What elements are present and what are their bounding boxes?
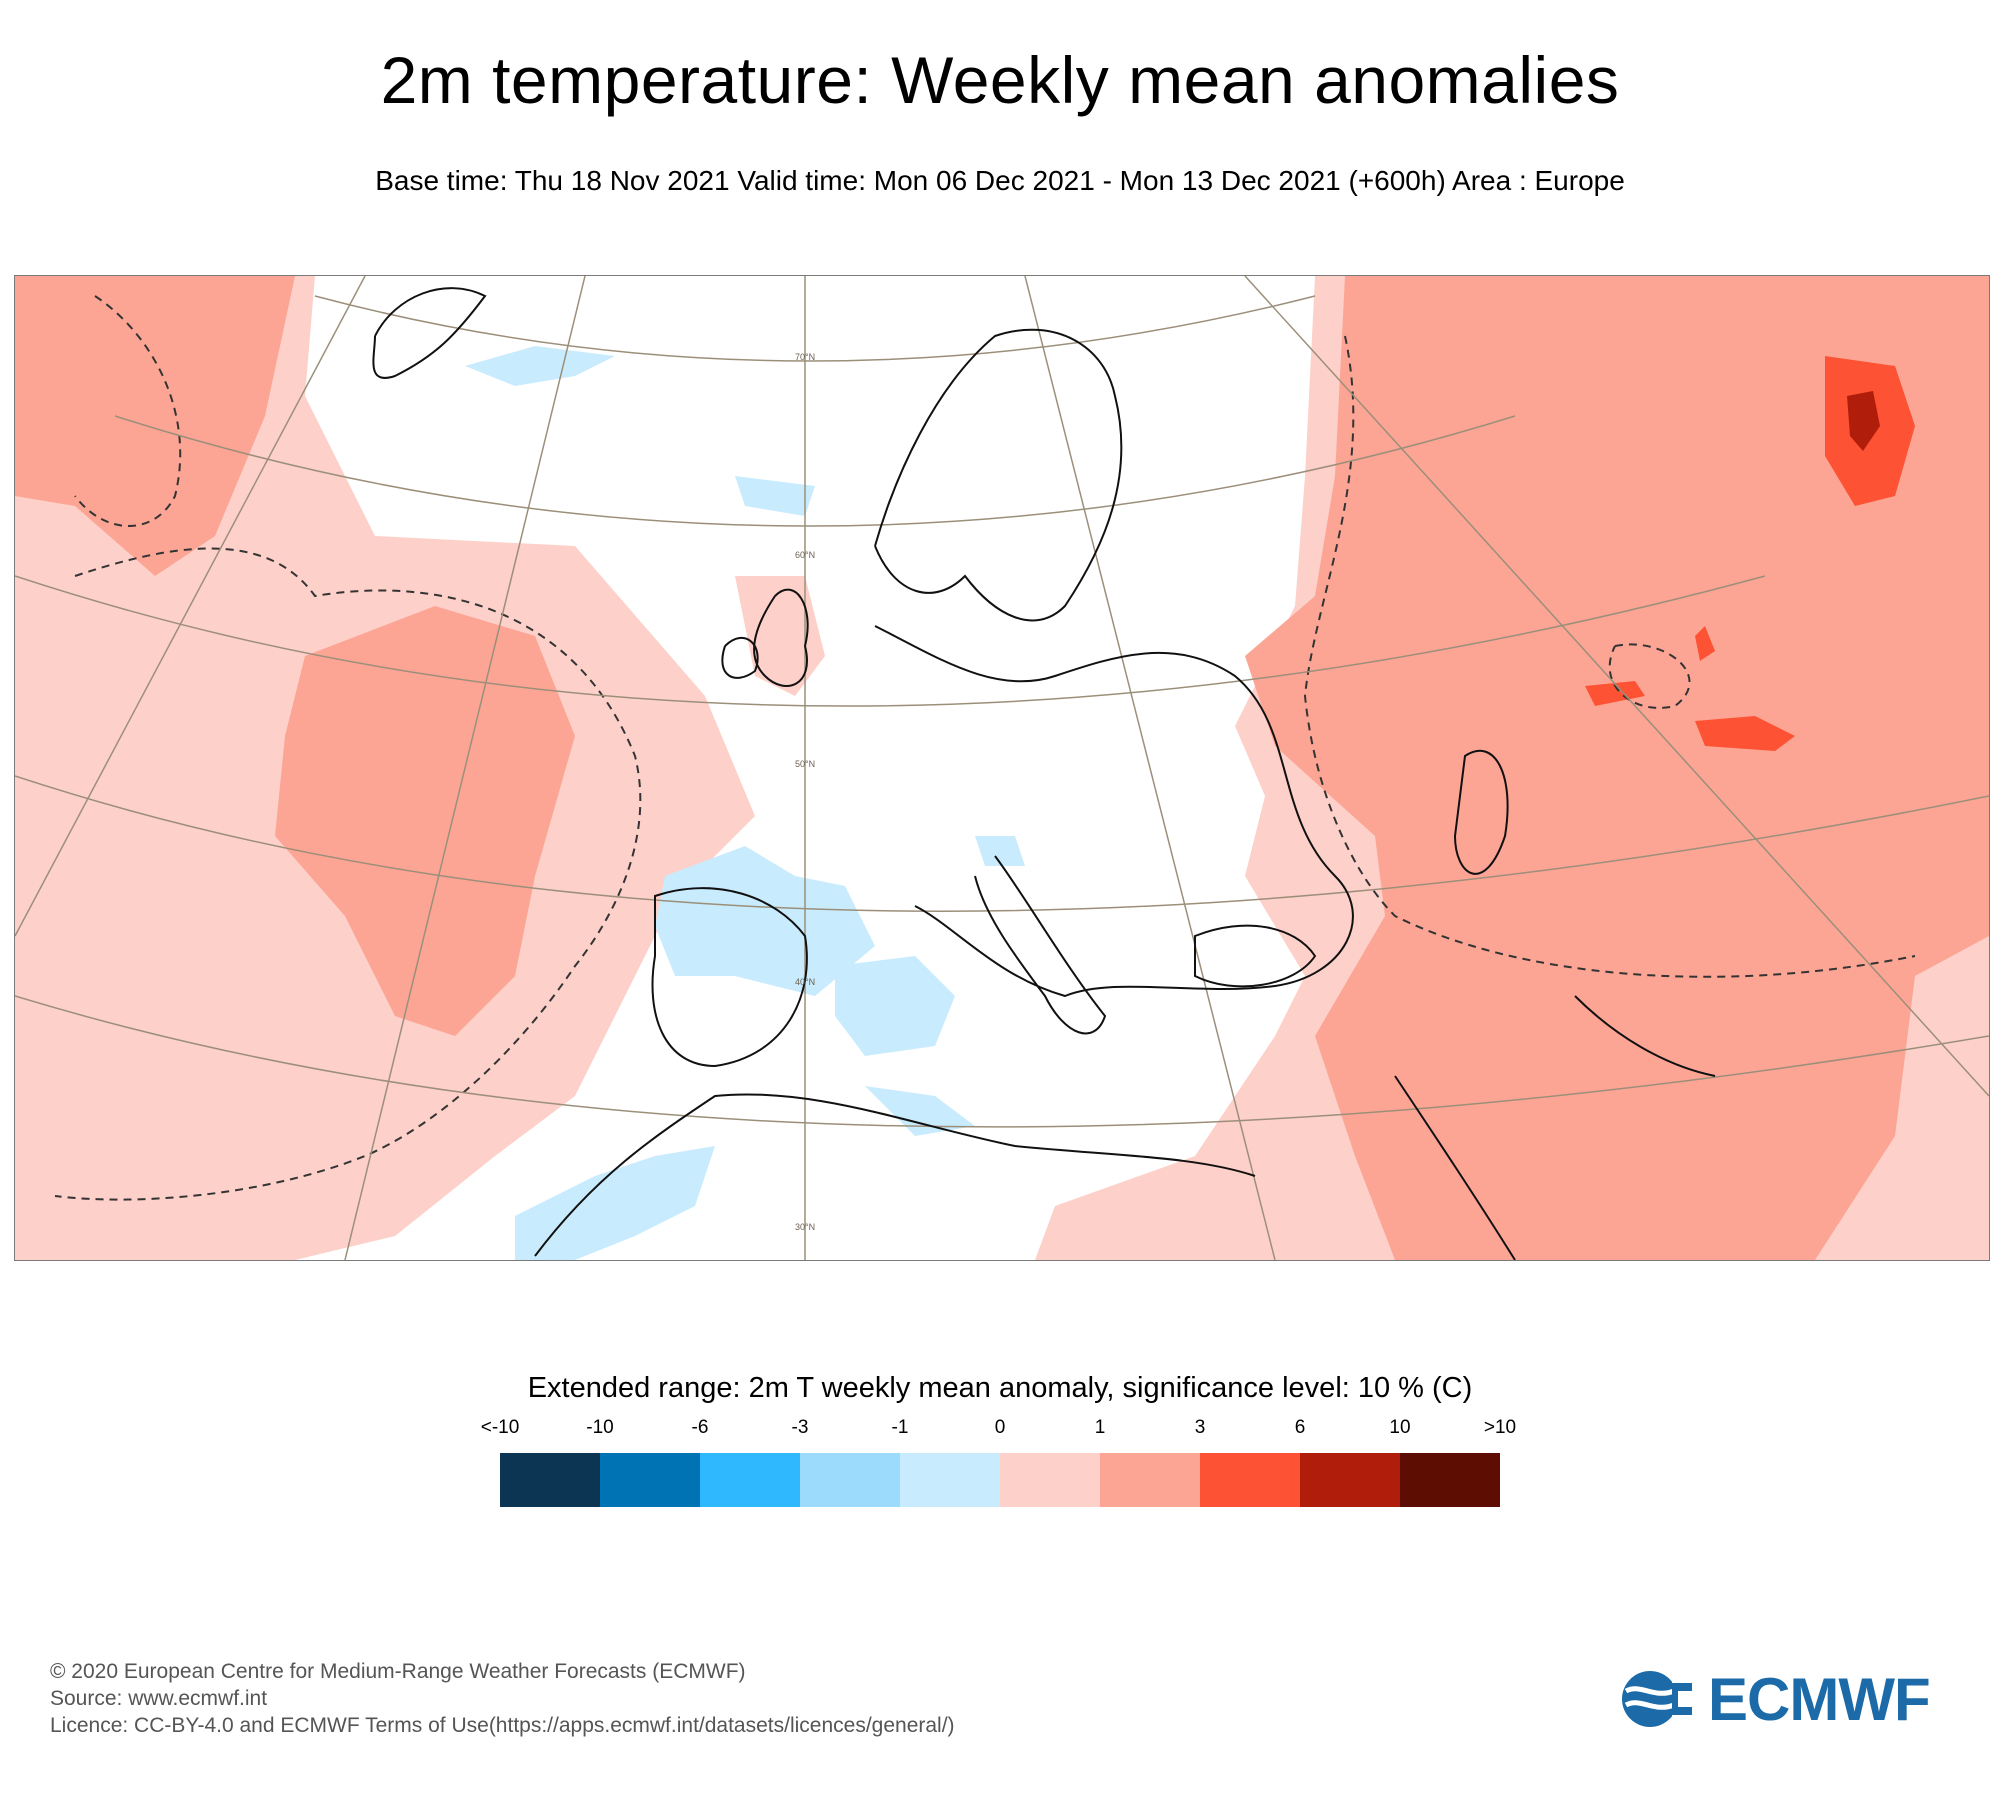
legend-ticks: <-10 -10 -6 -3 -1 0 1 3 6 10 >10: [481, 1417, 1516, 1443]
warm-area-uk: [735, 576, 825, 696]
latitude-label-50: 50°N: [795, 759, 815, 769]
legend-tick: 6: [1294, 1417, 1306, 1438]
legend-swatch: [900, 1453, 1000, 1507]
latitude-label-30: 30°N: [795, 1222, 815, 1232]
legend-tick: -6: [691, 1417, 709, 1438]
significance-contour-greenland: [74, 295, 182, 527]
legend-swatch: [600, 1453, 700, 1507]
cool-area-adriatic: [975, 836, 1025, 866]
ecmwf-logo: ECMWF: [1620, 1666, 1931, 1733]
cool-area-greenland-sea: [465, 346, 615, 386]
page-subtitle: Base time: Thu 18 Nov 2021 Valid time: M…: [375, 165, 1625, 196]
color-legend: <-10 -10 -6 -3 -1 0 1 3 6 10 >10: [481, 1417, 1516, 1507]
map-canvas: 70°N 60°N 50°N 40°N 30°N: [15, 276, 1989, 1260]
coastline-uk: [753, 588, 809, 687]
warm-core-greenland: [15, 276, 295, 576]
footer-credits: © 2020 European Centre for Medium-Range …: [50, 1658, 955, 1739]
cool-area-iberia: [655, 846, 875, 996]
warm-core-russia: [1245, 276, 1989, 1260]
legend-swatch: [1000, 1453, 1100, 1507]
coastline-scandinavia: [874, 328, 1123, 622]
ecmwf-logo-text: ECMWF: [1708, 1665, 1931, 1733]
legend-tick: >10: [1483, 1417, 1517, 1438]
latitude-line-50: [15, 575, 1766, 707]
legend-tick: 0: [994, 1417, 1006, 1438]
legend-tick: 10: [1389, 1417, 1411, 1438]
legend-tick: 1: [1094, 1417, 1106, 1438]
cool-area-mediterranean: [835, 956, 955, 1056]
footer-source: Source: www.ecmwf.int: [50, 1687, 268, 1710]
latitude-line-30: [15, 995, 1989, 1128]
anomaly-map: 70°N 60°N 50°N 40°N 30°N: [14, 275, 1990, 1261]
cool-anomaly-areas: [465, 346, 1025, 1260]
legend-title: Extended range: 2m T weekly mean anomaly…: [527, 1372, 1473, 1404]
legend-swatch: [800, 1453, 900, 1507]
legend-swatch: [500, 1453, 600, 1507]
coastline-iberia: [651, 887, 808, 1068]
coastline-black-sea: [1194, 924, 1317, 988]
cool-area-morocco: [515, 1146, 715, 1260]
legend-tick: -10: [586, 1417, 614, 1438]
latitude-label-70: 70°N: [795, 352, 815, 362]
meridian-west-20: [344, 276, 586, 1260]
page-title: 2m temperature: Weekly mean anomalies: [380, 43, 1620, 117]
latitude-label-40: 40°N: [795, 977, 815, 987]
footer-copyright: © 2020 European Centre for Medium-Range …: [50, 1660, 746, 1683]
latitude-line-40: [15, 775, 1989, 912]
warm-hotspot-caspian: [1585, 681, 1645, 706]
cool-area-algeria: [865, 1086, 975, 1136]
cool-area-iceland: [735, 476, 815, 516]
latitude-labels: 70°N 60°N 50°N 40°N 30°N: [795, 352, 815, 1232]
meridian-west-40: [15, 276, 366, 937]
ecmwf-logo-icon: [1622, 1671, 1698, 1727]
legend-tick: <-10: [480, 1417, 520, 1438]
coastline-europe: [874, 625, 1354, 998]
warm-anomaly-medium-areas: [15, 276, 1989, 1260]
meridian-east-40: [1244, 276, 1989, 1097]
legend-swatch: [1200, 1453, 1300, 1507]
warm-hotspot-core: [1847, 391, 1880, 451]
legend-swatch: [1300, 1453, 1400, 1507]
legend-tick: 3: [1194, 1417, 1206, 1438]
legend-swatch: [700, 1453, 800, 1507]
warm-anomaly-strong-areas: [1585, 356, 1915, 751]
warm-core-mid-atlantic: [275, 606, 575, 1036]
coastline-north-africa: [534, 1093, 1256, 1257]
coastline-italy: [974, 855, 1107, 1035]
warm-hotspot-aral: [1695, 626, 1715, 661]
legend-tick: -3: [791, 1417, 809, 1438]
legend-tick: -1: [891, 1417, 909, 1438]
warm-hotspot-kazakhstan: [1695, 716, 1795, 751]
legend-swatch: [1400, 1453, 1500, 1507]
meridian-east-20: [1024, 276, 1276, 1260]
latitude-line-60: [114, 415, 1516, 527]
coastline-red-sea: [1394, 1075, 1516, 1260]
significance-contour-east: [1303, 335, 1916, 978]
latitude-label-60: 60°N: [795, 550, 815, 560]
coastline-greenland: [372, 287, 487, 379]
legend-color-bar: [500, 1453, 1500, 1507]
coastline-caspian: [1453, 749, 1509, 875]
significance-contours: [54, 295, 1916, 1201]
significance-contour-atlantic: [54, 547, 642, 1201]
coastline-ireland: [721, 636, 759, 679]
legend-swatch: [1100, 1453, 1200, 1507]
coastline-persian-gulf: [1574, 995, 1716, 1077]
coastlines: [372, 287, 1716, 1260]
footer-licence: Licence: CC-BY-4.0 and ECMWF Terms of Us…: [50, 1714, 955, 1737]
warm-area-north-africa: [1035, 1176, 1215, 1260]
significance-contour-caspian: [1608, 643, 1691, 709]
